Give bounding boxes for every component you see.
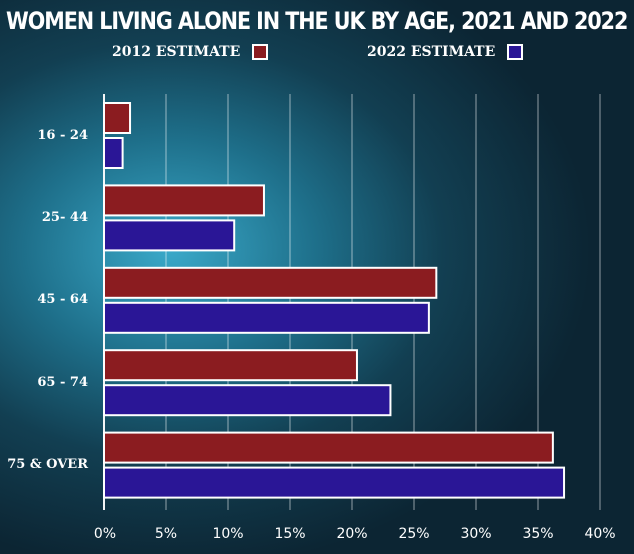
category-label-16-24: 16 - 24 (37, 128, 88, 143)
bar-2012-3 (103, 266, 438, 299)
legend-swatch-2022 (507, 44, 524, 60)
x-tick-label: 15% (274, 526, 306, 542)
legend-item-2012: 2012 ESTIMATE (112, 44, 269, 60)
x-tick-label: 25% (398, 526, 430, 542)
x-tick-label: 0% (93, 526, 117, 542)
bar-2012-1 (103, 102, 132, 134)
bar-2012-4 (103, 349, 358, 382)
category-label-45-64: 45 - 64 (37, 292, 88, 307)
bar-2012-5 (103, 431, 554, 464)
legend-item-2022: 2022 ESTIMATE (367, 44, 524, 60)
x-tick-label: 40% (584, 526, 616, 542)
x-tick-label: 5% (154, 526, 178, 542)
x-tick-label: 10% (212, 526, 244, 542)
bar-2022-4 (103, 384, 392, 417)
category-label-75-over: 75 & OVER (7, 457, 88, 472)
bar-2012-2 (103, 184, 265, 217)
legend-label-2012: 2012 ESTIMATE (112, 44, 241, 60)
bar-2022-5 (103, 466, 566, 499)
bar-2022-2 (103, 219, 236, 252)
x-tick-label: 20% (336, 526, 368, 542)
legend-label-2022: 2022 ESTIMATE (367, 44, 496, 60)
legend-swatch-2012 (252, 44, 269, 60)
chart-title: WOMEN LIVING ALONE IN THE UK BY AGE, 202… (6, 7, 628, 35)
x-tick-label: 35% (522, 526, 554, 542)
bar-2022-1 (103, 137, 124, 169)
bar-2022-3 (103, 301, 430, 334)
category-label-65-74: 65 - 74 (37, 375, 88, 390)
category-label-25-44: 25- 44 (41, 210, 88, 225)
x-tick-label: 30% (460, 526, 492, 542)
